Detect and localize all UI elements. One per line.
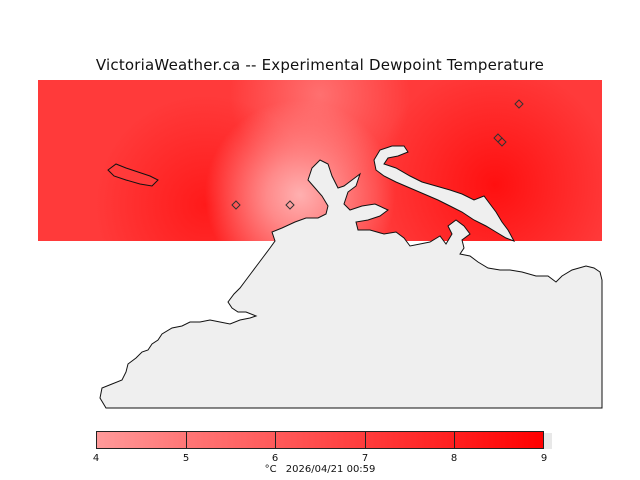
colorbar-tick-label: 8: [450, 453, 458, 464]
dewpoint-field: [38, 80, 602, 241]
station-marker[interactable]: [514, 99, 524, 109]
map-title: VictoriaWeather.ca -- Experimental Dewpo…: [95, 56, 545, 74]
colorbar: [96, 431, 544, 449]
landmass: [99, 159, 603, 409]
colorbar-tick-label: 7: [361, 453, 369, 464]
colorbar-tick: [454, 431, 455, 449]
station-marker[interactable]: [285, 200, 295, 210]
island-west: [107, 163, 159, 187]
colorbar-tick-label: 5: [182, 453, 190, 464]
colorbar-tick-label: 6: [271, 453, 279, 464]
station-markers: [231, 99, 524, 210]
colorbar-edge: [544, 433, 552, 449]
colorbar-tick: [186, 431, 187, 449]
colorbar-tick: [275, 431, 276, 449]
colorbar-tick: [365, 431, 366, 449]
timestamp: 2026/04/21 00:59: [285, 464, 376, 475]
colorbar-tick-label: 9: [540, 453, 548, 464]
colorbar-tick-label: 4: [92, 453, 100, 464]
unit-label: °C: [264, 464, 277, 475]
colorbar-caption: °C 2026/04/21 00:59: [0, 464, 640, 475]
station-marker[interactable]: [497, 137, 507, 147]
station-marker[interactable]: [231, 200, 241, 210]
mainland-east: [373, 145, 516, 242]
